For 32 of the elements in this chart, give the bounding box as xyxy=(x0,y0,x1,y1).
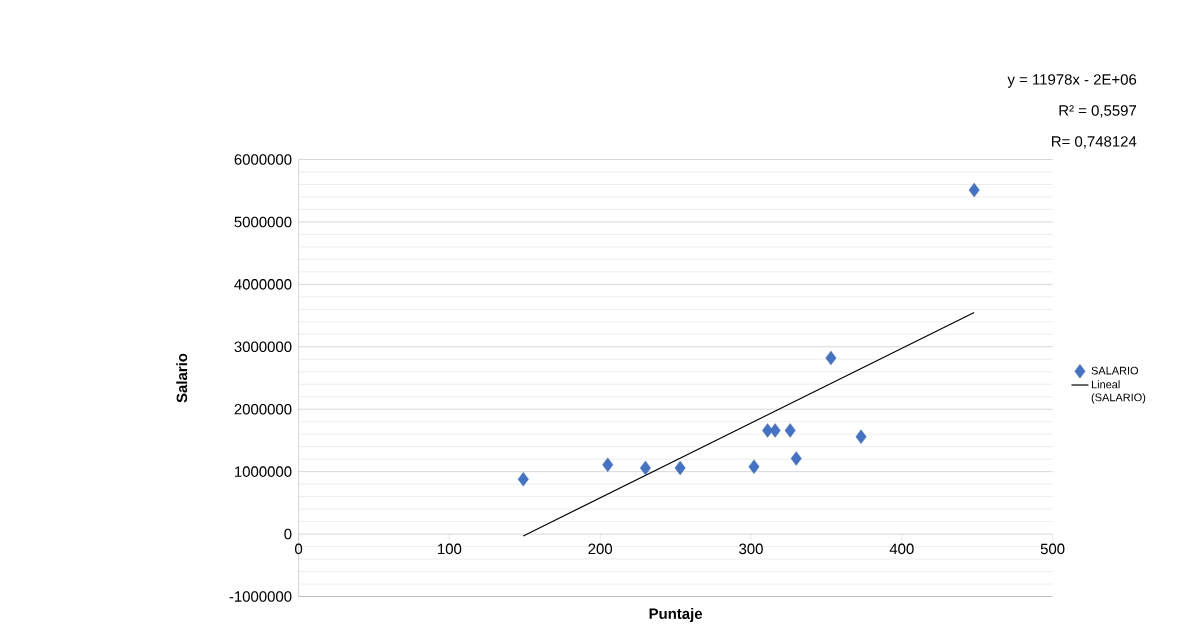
y-tick-label: -1000000 xyxy=(229,591,292,602)
x-tick-label: 0 xyxy=(295,543,303,555)
point xyxy=(769,423,781,438)
y-tick-label: 5000000 xyxy=(234,216,292,228)
point xyxy=(855,429,867,444)
text: y = 11978x - 2E+06 xyxy=(1007,74,1137,88)
x-tick-label: 200 xyxy=(588,543,613,555)
y-tick-label: 1000000 xyxy=(235,466,292,477)
point xyxy=(968,182,980,198)
text: R= 0,748124 xyxy=(1052,136,1137,149)
legend-label: Lineal (SALARIO) xyxy=(1091,380,1146,404)
point xyxy=(790,451,802,466)
point xyxy=(674,460,686,475)
y-tick-label: 3000000 xyxy=(234,341,292,352)
y-tick-label: 4000000 xyxy=(234,278,292,290)
point xyxy=(639,460,651,475)
x-axis-title: Puntaje xyxy=(649,607,703,622)
y-tick-label: 2000000 xyxy=(234,403,292,415)
text: R² = 0,5597 xyxy=(1059,105,1137,118)
y-tick-label: 0 xyxy=(284,528,292,540)
x-tick-label: 100 xyxy=(438,543,462,555)
point xyxy=(825,350,837,366)
x-tick-label: 500 xyxy=(1040,543,1065,555)
y-axis-title: Salario xyxy=(176,353,188,403)
point xyxy=(602,457,614,472)
x-tick-label: 400 xyxy=(889,543,914,555)
point xyxy=(517,471,529,487)
point xyxy=(784,423,796,438)
y-tick-label: 6000000 xyxy=(234,154,292,165)
point xyxy=(748,459,760,474)
legend-label: SALARIO xyxy=(1091,366,1139,375)
x-tick-label: 300 xyxy=(739,543,763,555)
